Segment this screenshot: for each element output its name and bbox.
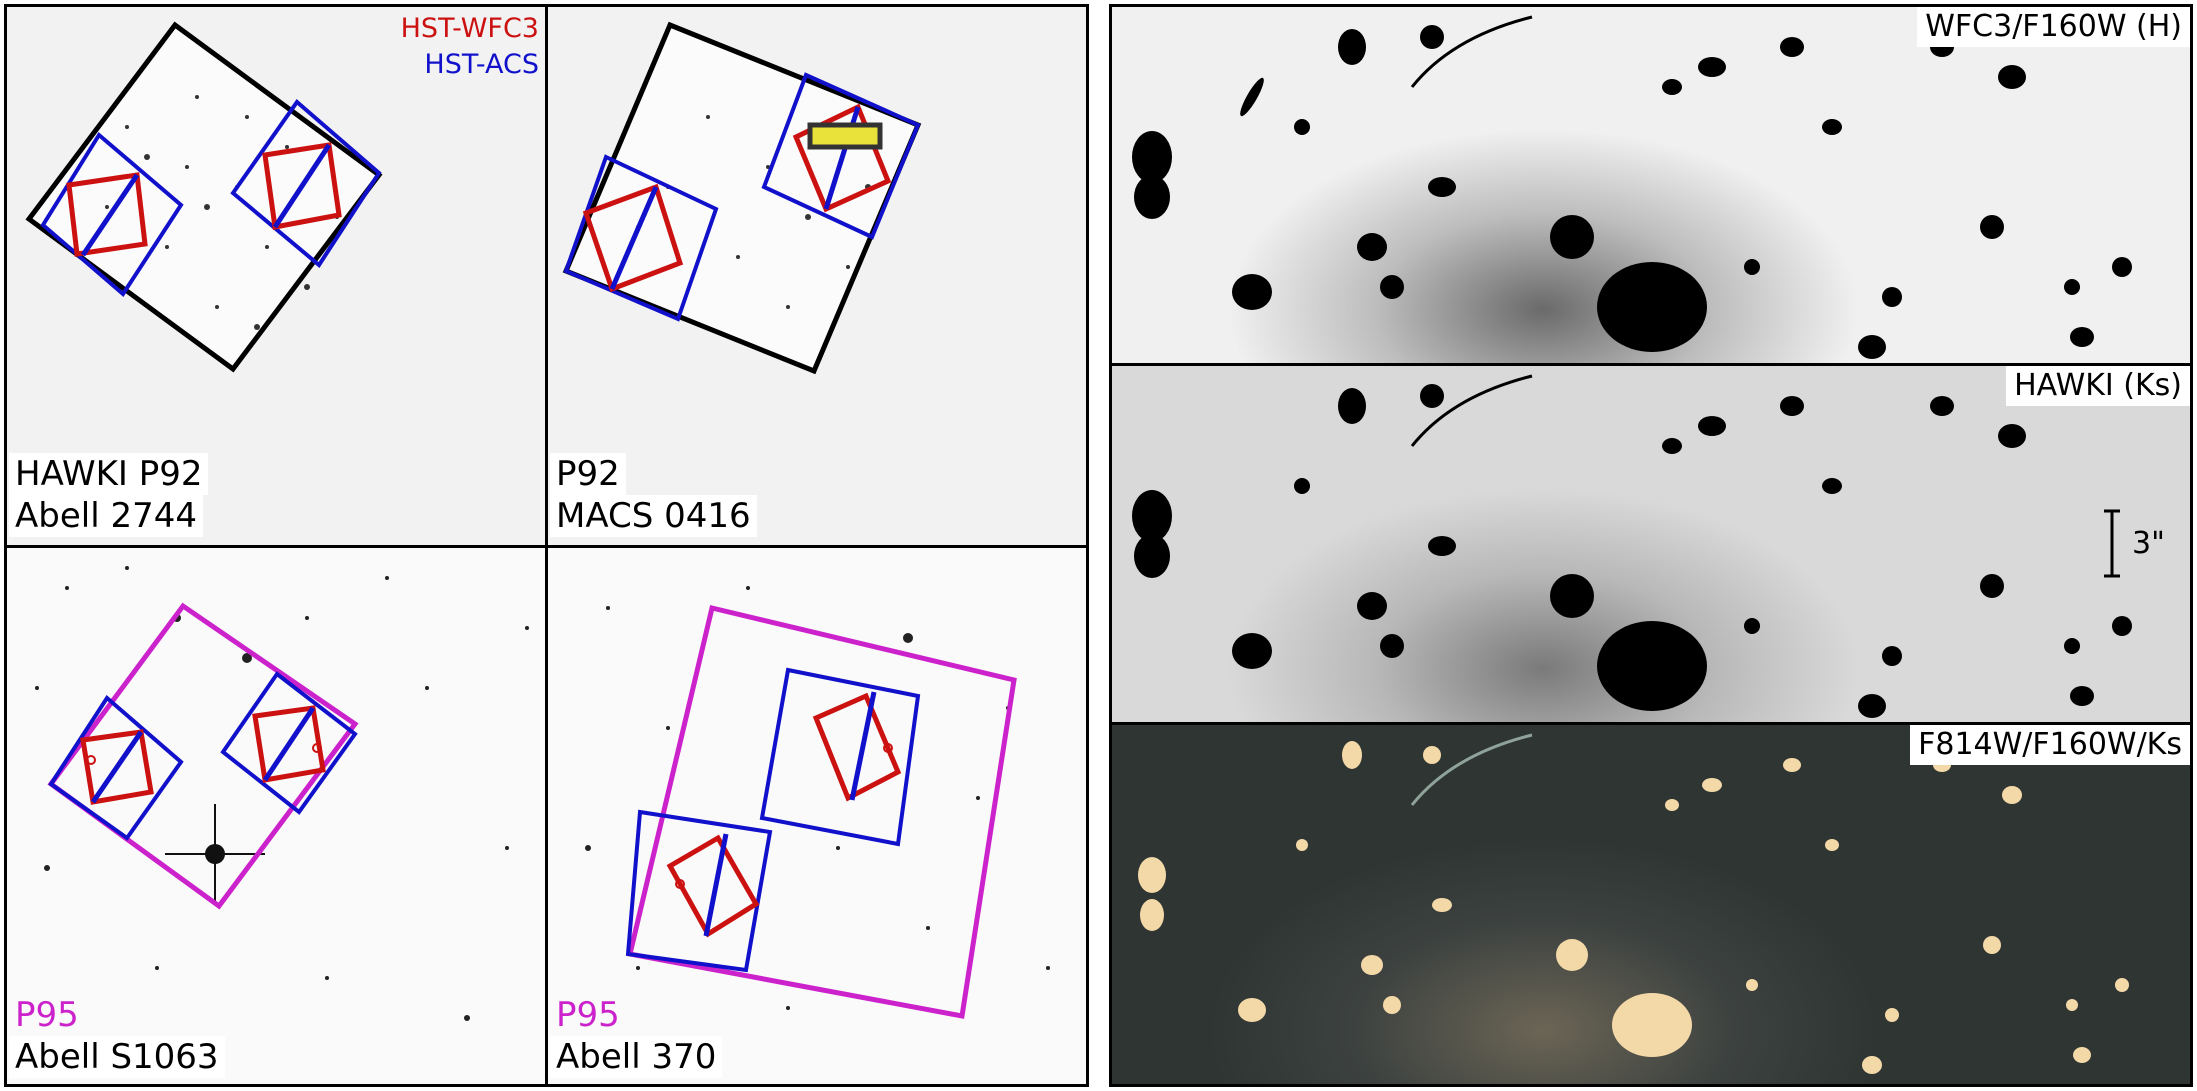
- acs-footprint-2: [220, 671, 358, 815]
- scale-bar-label: 3": [2132, 526, 2165, 561]
- scale-bar: [2104, 509, 2120, 578]
- panel-abell-2744: HST-WFC3 HST-ACS HAWKI P92 Abell 2744: [4, 4, 548, 548]
- panel-label-line1: P92: [550, 453, 626, 495]
- strip-wfc3-f160w: WFC3/F160W (H): [1109, 4, 2193, 366]
- p95-footprint: [47, 602, 359, 910]
- wfc3-footprint-2: [812, 692, 902, 802]
- p95-footprint: [626, 604, 1017, 1019]
- acs-footprint-2: [759, 667, 921, 847]
- hawki-footprint: [25, 21, 383, 373]
- wfc3-footprint-1: [666, 834, 760, 938]
- field-stars: [585, 586, 1050, 1010]
- panel-label-line1: P95: [15, 995, 79, 1035]
- acs-footprint-1: [48, 694, 184, 841]
- panel-label-line2: Abell 2744: [9, 495, 203, 537]
- acs-footprint-2: [230, 99, 382, 268]
- field-stars: [105, 95, 339, 330]
- acs-footprint-1: [40, 131, 184, 298]
- bright-star: [165, 804, 265, 904]
- field-stars: [35, 566, 529, 1040]
- panel-label-line2: Abell 370: [550, 1036, 723, 1078]
- panel-label-line1: HAWKI P92: [9, 453, 209, 495]
- acs-footprint-1: [761, 72, 921, 240]
- wfc3-footprint-2: [582, 183, 684, 293]
- instrument-legend: HST-WFC3 HST-ACS: [401, 11, 539, 83]
- wfc3-footprint-2: [252, 705, 326, 783]
- strip-color-composite: F814W/F160W/Ks: [1109, 722, 2193, 1087]
- galaxy-field: [1132, 374, 2132, 718]
- panel-abell-s1063: P95 Abell S1063: [4, 545, 548, 1087]
- strip-hawki-ks: 3" HAWKI (Ks): [1109, 363, 2193, 725]
- abell-370-footprint: [585, 586, 1050, 1019]
- zoom-region-marker: [807, 122, 883, 150]
- strip-label: F814W/F160W/Ks: [1910, 725, 2190, 765]
- acs-footprint-1: [625, 809, 773, 973]
- legend-acs: HST-ACS: [424, 49, 539, 80]
- strip-label: WFC3/F160W (H): [1917, 7, 2190, 47]
- acs-footprint-2: [563, 154, 719, 322]
- abell-s1063-footprint: [35, 566, 529, 1040]
- galaxy-field: [1132, 15, 2132, 359]
- wfc3-footprint-1: [80, 729, 154, 805]
- macs-0416-footprint: [562, 21, 922, 375]
- abell-2744-footprint: [25, 21, 383, 373]
- wfc3-footprint-1: [66, 172, 148, 257]
- galaxy-field: [1138, 733, 2129, 1074]
- wfc3-footprint-2: [262, 142, 342, 230]
- panel-label-line1: P95: [556, 995, 620, 1035]
- panel-abell-370: P95 Abell 370: [545, 545, 1089, 1087]
- panel-macs-0416: P92 MACS 0416: [545, 4, 1089, 548]
- hawki-footprint: [562, 21, 922, 375]
- panel-label-line2: MACS 0416: [550, 495, 757, 537]
- strip-label: HAWKI (Ks): [2006, 366, 2190, 406]
- panel-label-line2: Abell S1063: [9, 1036, 225, 1078]
- wfc3-footprint-1: [792, 103, 892, 213]
- legend-wfc3: HST-WFC3: [400, 13, 539, 44]
